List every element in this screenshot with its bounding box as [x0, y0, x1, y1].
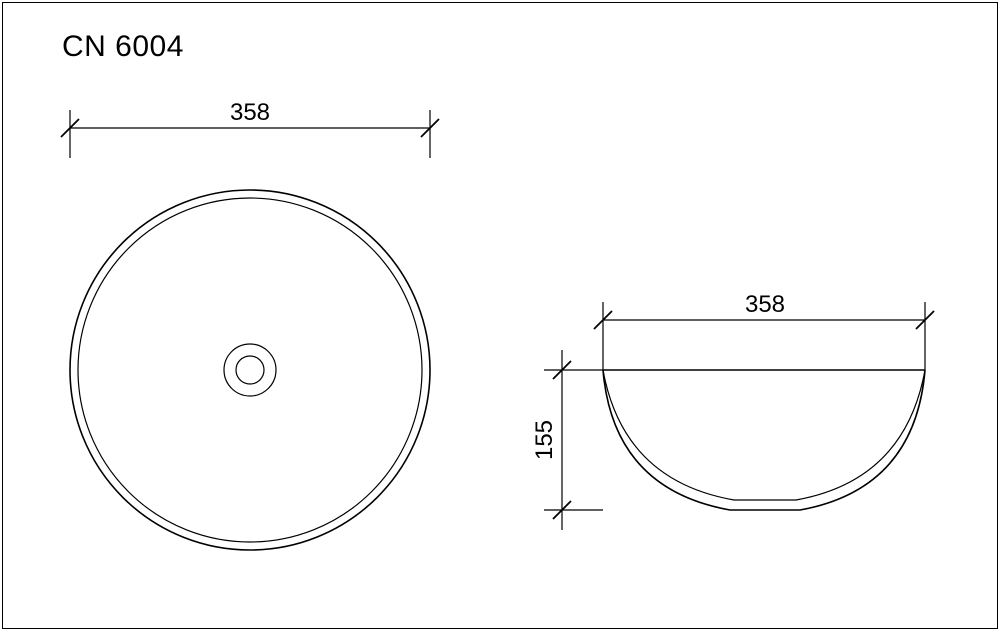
plan-drain-inner [236, 356, 264, 384]
side-outer-profile [603, 370, 925, 510]
side-height-dim-value: 155 [531, 420, 558, 460]
side-width-dim-value: 358 [745, 291, 785, 318]
plan-outer-circle [70, 190, 430, 550]
technical-drawing-svg: 358 358 155 [0, 0, 1000, 631]
plan-drain-outer [224, 344, 276, 396]
side-inner-profile [603, 370, 925, 500]
drawing-page: CN 6004 358358155 [0, 0, 1000, 631]
plan-dim-value: 358 [230, 99, 270, 126]
plan-inner-rim-circle [78, 198, 422, 542]
